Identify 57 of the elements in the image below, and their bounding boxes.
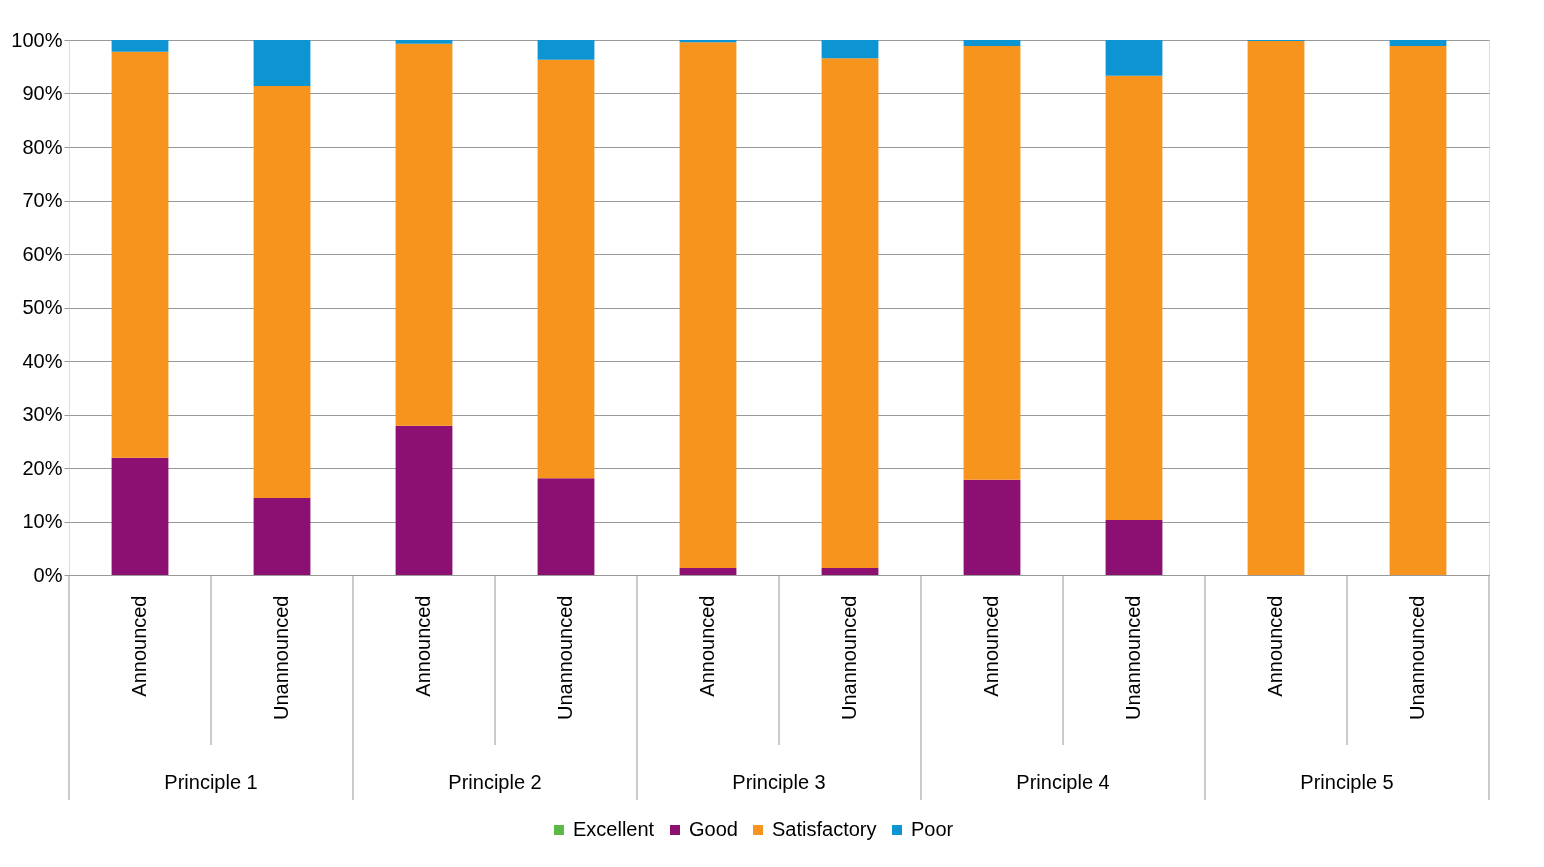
legend-label: Satisfactory <box>772 818 877 840</box>
y-tick-label: 40% <box>22 349 63 372</box>
bar <box>253 40 311 87</box>
bar <box>253 497 311 575</box>
bar <box>1105 519 1163 575</box>
bar <box>111 51 169 458</box>
bar <box>395 43 453 426</box>
y-tick-label: 50% <box>22 296 63 318</box>
x-tick-label: Unannounced <box>1406 595 1428 721</box>
bar <box>1105 40 1163 76</box>
bar <box>963 40 1021 46</box>
x-tick-label: Announced <box>696 595 718 697</box>
bar <box>537 59 595 479</box>
x-tick-label: Announced <box>1264 595 1286 697</box>
legend-label: Good <box>689 818 738 840</box>
text: Principle 3 <box>732 771 826 793</box>
y-tick-label: 0% <box>33 563 63 586</box>
bar <box>111 40 169 52</box>
bar <box>963 45 1021 480</box>
y-tick-label: 90% <box>22 82 63 104</box>
y-tick-label: 100% <box>11 28 63 51</box>
bar <box>537 40 595 60</box>
x-tick-label: Announced <box>128 595 150 697</box>
bar <box>395 425 453 575</box>
bar <box>1105 75 1163 520</box>
x-tick-label: Announced <box>412 595 434 697</box>
bar <box>1247 41 1305 575</box>
bar <box>821 568 879 575</box>
legend-label: Poor <box>911 818 954 840</box>
bar <box>111 457 169 575</box>
bar <box>395 40 453 44</box>
x-tick-label: Unannounced <box>554 595 576 721</box>
bar <box>679 40 737 43</box>
y-tick-label: 20% <box>22 456 63 479</box>
y-tick-label: 30% <box>22 403 63 425</box>
y-tick-label: 10% <box>22 510 63 532</box>
text: Principle 4 <box>1016 771 1110 793</box>
y-tick-label: 60% <box>22 242 63 265</box>
x-tick-label: Unannounced <box>1122 595 1144 721</box>
bar <box>821 58 879 569</box>
bar <box>679 568 737 575</box>
bar <box>821 40 879 59</box>
legend-label: Excellent <box>573 818 655 840</box>
bar <box>537 478 595 575</box>
bar <box>963 479 1021 575</box>
bar <box>1389 40 1447 46</box>
bar <box>1389 45 1447 575</box>
x-tick-label: Announced <box>980 595 1002 697</box>
y-tick-label: 80% <box>22 135 63 158</box>
text: Principle 1 <box>164 771 258 793</box>
text: Principle 5 <box>1300 771 1394 793</box>
y-tick-label: 70% <box>22 189 63 211</box>
text: Principle 2 <box>448 771 542 793</box>
x-tick-label: Unannounced <box>838 595 860 721</box>
bar <box>679 42 737 569</box>
bar <box>253 86 311 498</box>
x-tick-label: Unannounced <box>270 595 292 721</box>
